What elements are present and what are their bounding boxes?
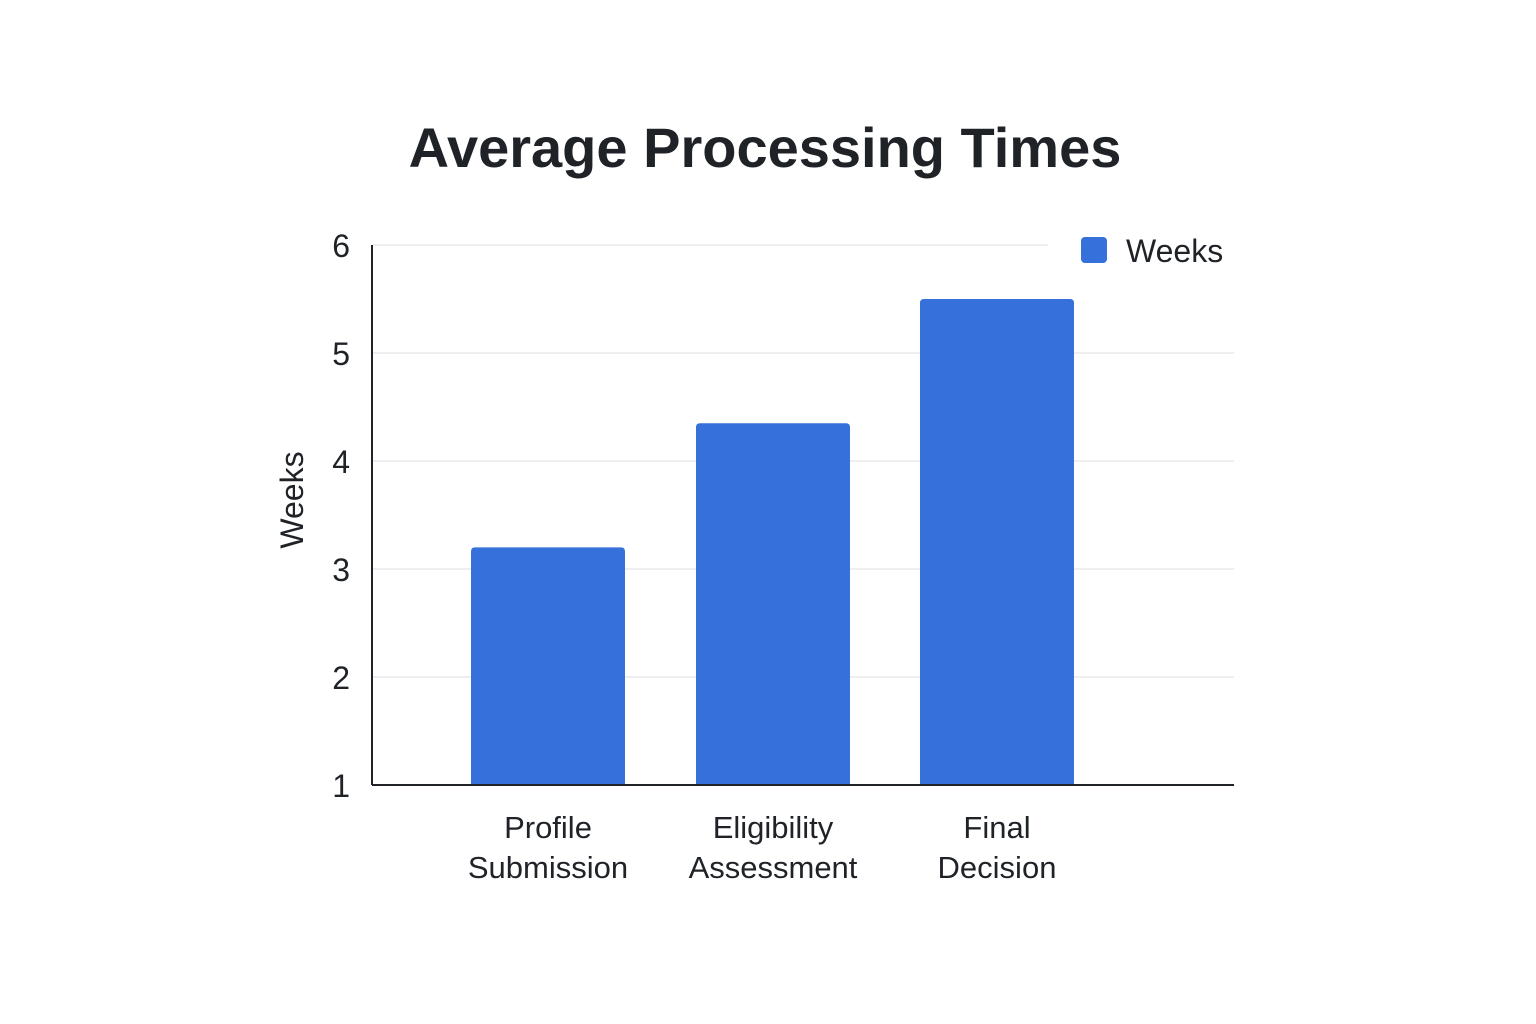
bar-profile-submission — [471, 547, 625, 785]
y-tick-label-3: 3 — [332, 552, 350, 588]
legend-swatch — [1081, 237, 1107, 263]
axes — [371, 245, 1234, 786]
legend: Weeks — [1081, 233, 1223, 269]
y-tick-labels: 1 2 3 4 5 6 — [332, 228, 350, 804]
bar-eligibility-assessment — [696, 423, 850, 785]
chart-title: Average Processing Times — [409, 116, 1122, 179]
y-tick-label-6: 6 — [332, 228, 350, 264]
y-tick-label-5: 5 — [332, 336, 350, 372]
y-tick-label-2: 2 — [332, 660, 350, 696]
x-tick-label-final-decision: Final Decision — [938, 810, 1057, 885]
y-axis-label: Weeks — [274, 451, 310, 548]
x-tick-label-profile-submission: Profile Submission — [468, 810, 628, 885]
legend-label-weeks: Weeks — [1126, 233, 1223, 269]
x-category-labels: Profile Submission Eligibility Assessment Fi… — [468, 810, 1057, 885]
y-tick-label-4: 4 — [332, 444, 350, 480]
bars — [471, 299, 1074, 785]
y-tick-label-1: 1 — [332, 768, 350, 804]
x-tick-label-eligibility-assessment: Eligibility Assessment — [689, 810, 858, 885]
bar-final-decision — [920, 299, 1074, 785]
